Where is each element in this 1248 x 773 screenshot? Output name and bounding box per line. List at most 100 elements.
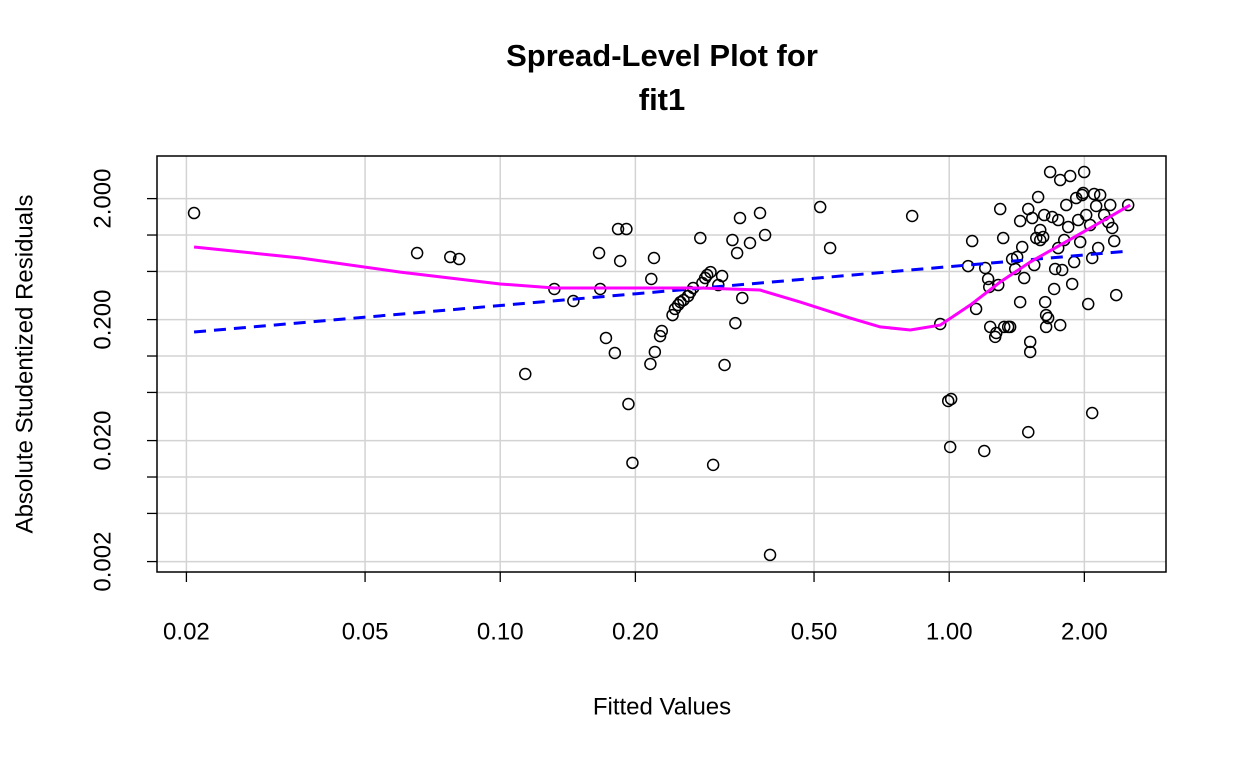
y-tick-label: 2.000: [89, 169, 116, 229]
point: [645, 272, 658, 286]
point: [1013, 295, 1027, 309]
point: [599, 331, 613, 345]
point: [1023, 335, 1037, 349]
y-axis-title: Absolute Studentized Residuals: [11, 195, 38, 534]
point: [704, 265, 717, 279]
chart-title: Spread-Level Plot for: [506, 38, 818, 73]
point: [644, 357, 657, 371]
point: [993, 202, 1007, 216]
point: [452, 252, 466, 266]
point: [1121, 198, 1135, 212]
point: [674, 295, 687, 309]
point: [1081, 297, 1095, 311]
point: [1055, 263, 1069, 277]
point: [1093, 188, 1107, 202]
point: [1109, 288, 1123, 302]
point: [1041, 311, 1055, 325]
x-tick-label: 0.05: [342, 618, 389, 645]
point: [1037, 208, 1051, 222]
point: [677, 293, 690, 307]
point: [1017, 271, 1031, 285]
point: [1038, 295, 1052, 309]
point: [726, 233, 739, 247]
point: [944, 392, 958, 406]
point: [613, 254, 627, 268]
point: [1065, 277, 1079, 291]
point: [444, 250, 457, 264]
point: [1047, 282, 1061, 296]
point: [410, 246, 424, 260]
point: [1033, 223, 1047, 237]
point: [626, 456, 639, 470]
point: [700, 268, 714, 282]
y-tick-label: 0.002: [89, 532, 116, 592]
point: [1039, 308, 1053, 322]
point: [608, 346, 622, 360]
point: [730, 246, 744, 260]
point: [1085, 251, 1099, 265]
point: [965, 234, 979, 248]
point: [648, 345, 662, 359]
point: [567, 294, 580, 308]
point: [519, 367, 532, 381]
point: [718, 358, 731, 372]
point: [941, 394, 955, 408]
point: [1033, 233, 1047, 247]
point: [933, 317, 947, 331]
point: [733, 211, 747, 225]
point: [905, 209, 919, 223]
point: [981, 272, 995, 286]
point: [694, 231, 707, 245]
point: [743, 236, 757, 250]
y-tick-label: 0.200: [89, 290, 116, 350]
x-tick-label: 0.50: [791, 618, 838, 645]
point: [1031, 190, 1045, 204]
point: [187, 206, 201, 220]
point: [592, 246, 606, 260]
point: [1107, 234, 1121, 248]
point: [1045, 210, 1059, 224]
point: [1067, 255, 1081, 269]
point: [1051, 213, 1065, 227]
point: [1010, 250, 1024, 264]
point: [729, 316, 742, 330]
point: [1063, 169, 1077, 183]
point: [823, 241, 837, 255]
point: [1022, 425, 1035, 439]
point: [1039, 320, 1053, 334]
point: [706, 458, 720, 472]
line: [193, 203, 1131, 332]
x-tick-label: 2.00: [1061, 618, 1108, 645]
point: [943, 440, 957, 454]
point: [611, 222, 625, 236]
point: [1060, 198, 1073, 212]
point: [715, 269, 729, 283]
point: [1015, 240, 1029, 254]
point: [1085, 406, 1099, 420]
point: [1061, 220, 1075, 234]
point: [996, 231, 1010, 245]
point: [1073, 235, 1087, 249]
point: [1023, 345, 1037, 359]
point: [1013, 214, 1027, 228]
point: [620, 222, 633, 236]
point: [1076, 186, 1090, 200]
point: [978, 444, 991, 458]
point: [655, 324, 669, 338]
point: [736, 291, 749, 305]
point: [813, 200, 827, 214]
point: [763, 548, 777, 562]
plot-frame: [156, 155, 1167, 573]
chart-title: fit1: [639, 82, 686, 117]
point: [1091, 241, 1105, 255]
line: [193, 249, 1131, 334]
x-tick-label: 0.02: [163, 618, 210, 645]
point: [653, 329, 667, 343]
y-tick-label: 0.020: [89, 411, 116, 471]
point: [1103, 198, 1117, 212]
point: [991, 278, 1005, 292]
point: [1026, 211, 1039, 225]
point: [622, 397, 635, 411]
point: [1048, 262, 1062, 276]
